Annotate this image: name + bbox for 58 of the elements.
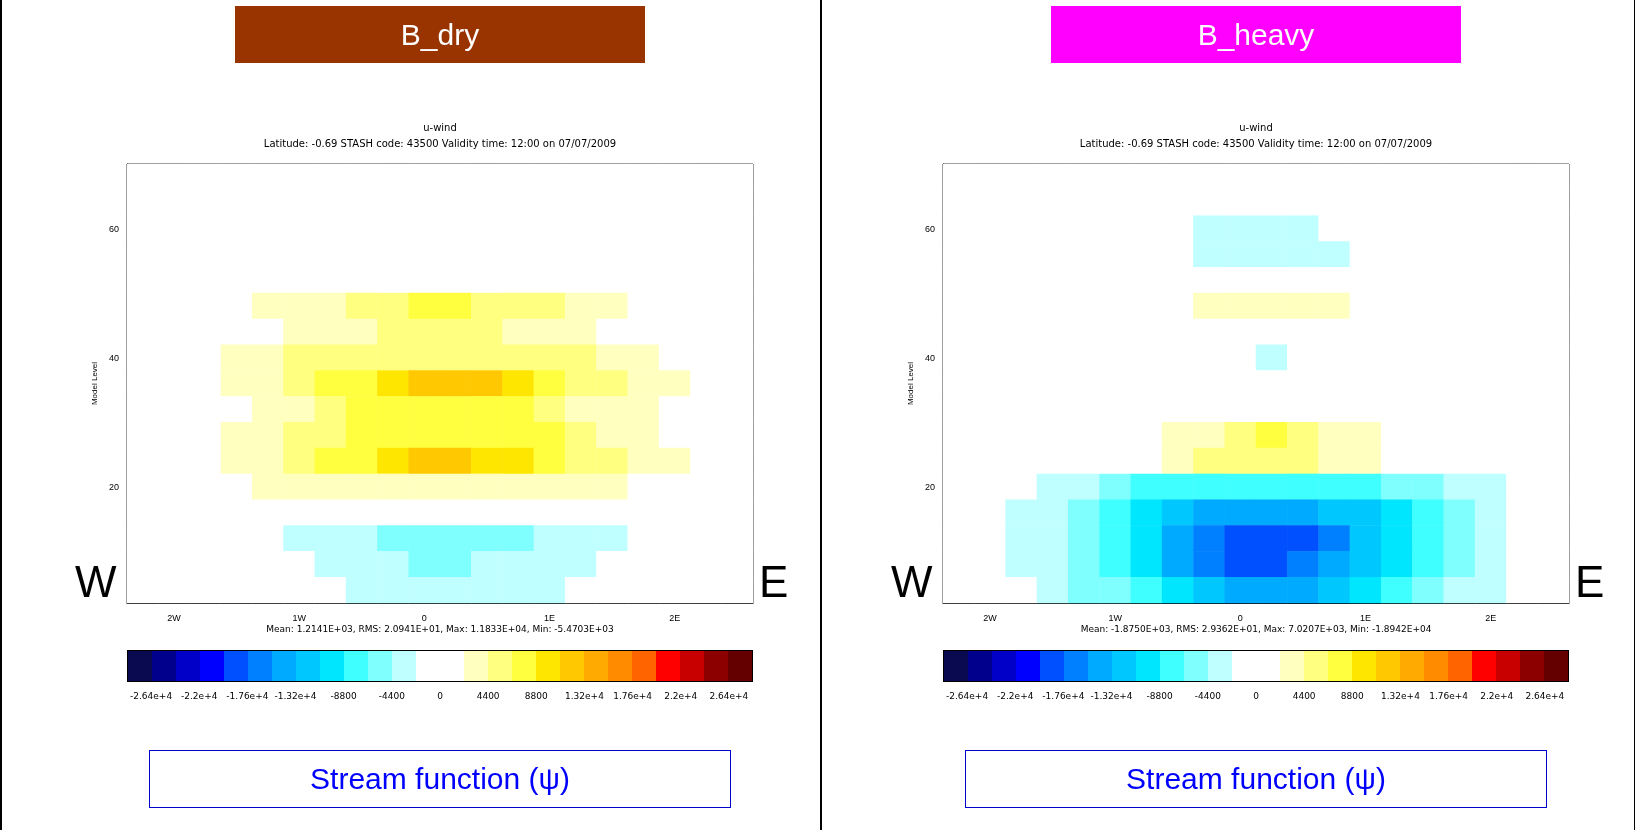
y-axis-title: Model Level — [905, 361, 915, 406]
color-bar-label: -2.2e+4 — [997, 691, 1034, 701]
color-bar-label: -1.76e+4 — [226, 691, 269, 701]
color-bar-label: -1.32e+4 — [1090, 691, 1133, 701]
color-bar-title: Stream function (ψ) — [965, 750, 1547, 808]
chart-subtitle: u-wind — [423, 122, 457, 133]
color-bar-label: -1.32e+4 — [274, 691, 317, 701]
color-bar-label: -2.64e+4 — [946, 691, 989, 701]
text: Mean: -1.8750E+03, RMS: 2.9362E+01, Max: 7.0207E+03, Min: -1.8942E+04 — [1080, 624, 1432, 634]
y-tick-label: 20 — [924, 481, 935, 492]
x-tick-label: 2W — [167, 612, 182, 623]
text: W — [891, 557, 933, 606]
x-tick-label: 0 — [421, 612, 427, 623]
color-bar-label: 2.2e+4 — [664, 691, 698, 701]
color-bar-label: 8800 — [524, 691, 548, 701]
x-tick-label: 2W — [983, 612, 998, 623]
x-tick-label: 2E — [1485, 612, 1497, 623]
color-bar-label: -8800 — [1146, 691, 1173, 701]
text: Latitude: -0.69 STASH code: 43500 Validity time: 12:00 on 07/07/2009 — [1079, 138, 1433, 149]
color-bar-label: -4400 — [378, 691, 405, 701]
color-bar-label: -1.76e+4 — [1042, 691, 1085, 701]
color-bar-label: -2.2e+4 — [181, 691, 218, 701]
text: E — [759, 557, 789, 606]
color-bar-label: 2.64e+4 — [709, 691, 749, 701]
y-tick-label: 60 — [924, 223, 935, 234]
y-tick-label: 20 — [108, 481, 119, 492]
color-bar-label: 2.64e+4 — [1525, 691, 1565, 701]
color-bar-label: 0 — [437, 691, 443, 701]
x-tick-label: 1E — [1360, 612, 1372, 623]
color-bar-label: 4400 — [1292, 691, 1316, 701]
x-tick-label: 2E — [669, 612, 681, 623]
color-bar-label: 1.32e+4 — [1381, 691, 1420, 701]
color-bar-label: 1.76e+4 — [1429, 691, 1469, 701]
text: W — [75, 557, 117, 606]
x-tick-label: 1E — [544, 612, 556, 623]
color-bar-label: -2.64e+4 — [130, 691, 173, 701]
color-bar-label: 2.2e+4 — [1480, 691, 1514, 701]
color-bar-label: 1.76e+4 — [613, 691, 653, 701]
text: Latitude: -0.69 STASH code: 43500 Validity time: 12:00 on 07/07/2009 — [263, 138, 617, 149]
x-tick-label: 0 — [1237, 612, 1243, 623]
y-axis-title: Model Level — [89, 361, 99, 406]
color-bar-title: Stream function (ψ) — [149, 750, 731, 808]
color-bar-label: -4400 — [1194, 691, 1221, 701]
x-tick-label: 1W — [292, 612, 307, 623]
color-bar-label: 4400 — [476, 691, 500, 701]
chart-title: B_heavy — [1051, 6, 1461, 63]
color-bar-label: 8800 — [1340, 691, 1364, 701]
text: Mean: 1.2141E+03, RMS: 2.0941E+01, Max: 1.1833E+04, Min: -5.4703E+03 — [266, 624, 614, 634]
y-tick-label: 60 — [108, 223, 119, 234]
color-bar-label: 0 — [1253, 691, 1259, 701]
x-tick-label: 1W — [1108, 612, 1123, 623]
color-bar-label: 1.32e+4 — [565, 691, 604, 701]
chart-title: B_dry — [235, 6, 645, 63]
text: E — [1575, 557, 1605, 606]
color-bar-label: -8800 — [330, 691, 357, 701]
y-tick-label: 40 — [924, 352, 935, 363]
y-tick-label: 40 — [108, 352, 119, 363]
chart-subtitle: u-wind — [1239, 122, 1273, 133]
